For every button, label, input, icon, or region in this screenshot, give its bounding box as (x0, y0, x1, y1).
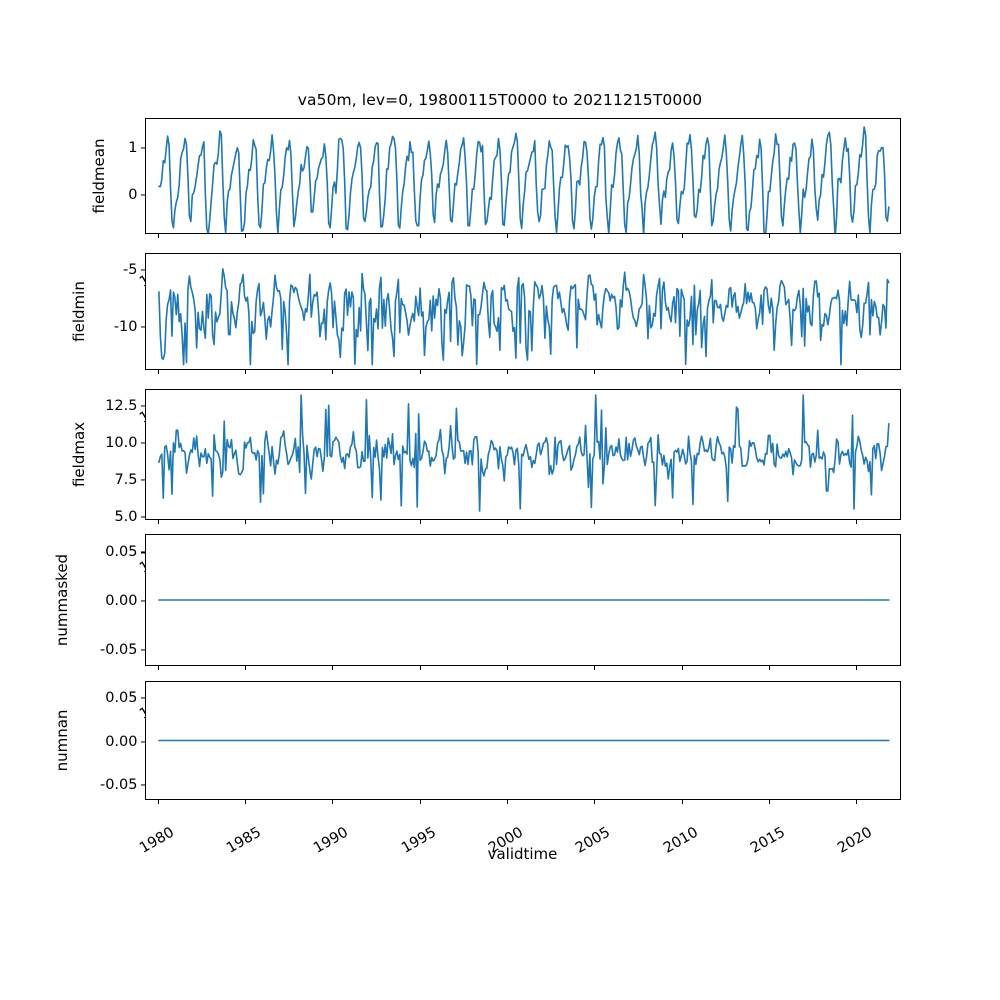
x-tick-mark (245, 519, 247, 524)
y-tick-mark (141, 326, 146, 328)
plot-line-nummasked (146, 535, 900, 665)
y-tick-label-fieldmean: 0 (128, 187, 138, 204)
x-tick-mark (594, 799, 596, 804)
y-axis-label-fieldmin: fieldmin (70, 281, 88, 342)
x-tick-mark (506, 369, 508, 374)
x-tick-mark (157, 665, 159, 670)
plot-line-numnan (146, 682, 900, 799)
x-tick-mark (245, 799, 247, 804)
y-axis-label-numnan: numnan (53, 709, 71, 772)
y-tick-label-numnan: 0.00 (105, 733, 138, 750)
x-tick-mark (594, 369, 596, 374)
y-tick-mark (141, 648, 146, 651)
x-tick-mark (506, 233, 508, 238)
x-tick-mark (856, 665, 858, 670)
x-tick-mark (245, 665, 247, 670)
x-tick-mark (332, 369, 334, 374)
x-tick-mark (768, 799, 770, 804)
y-tick-mark (141, 516, 146, 518)
x-axis-label: validtime (487, 845, 558, 863)
x-tick-mark (594, 665, 596, 670)
x-tick-mark (157, 233, 159, 238)
figure-title: va50m, lev=0, 19800115T0000 to 20211215T… (297, 91, 703, 109)
y-tick-label-fieldmax: 7.5 (114, 471, 138, 488)
x-tick-mark (245, 369, 247, 374)
y-tick-mark (141, 405, 146, 407)
y-tick-label-numnan: 0.05 (105, 689, 138, 706)
x-tick-mark (856, 369, 858, 374)
x-tick-mark (419, 233, 421, 238)
x-tick-mark (332, 233, 334, 238)
y-tick-label-fieldmax: 10.0 (105, 434, 138, 451)
x-tick-mark (768, 519, 770, 524)
subplot-fieldmin: -5-1019801985199019952000200520102015202… (114, 253, 901, 427)
y-tick-label-nummasked: -0.05 (99, 641, 138, 658)
x-tick-mark (856, 233, 858, 238)
x-tick-mark (768, 233, 770, 238)
plot-line-fieldmin (146, 254, 900, 369)
y-tick-label-fieldmax: 5.0 (114, 508, 138, 525)
x-tick-mark (681, 519, 683, 524)
y-tick-label-fieldmin: -10 (113, 318, 138, 335)
x-tick-mark (332, 519, 334, 524)
x-tick-mark (768, 665, 770, 670)
x-tick-mark (419, 519, 421, 524)
y-tick-mark (141, 269, 146, 271)
x-tick-mark (594, 519, 596, 524)
x-tick-mark (419, 799, 421, 804)
y-tick-mark (141, 784, 146, 786)
x-tick-mark (157, 799, 159, 804)
y-tick-label-nummasked: 0.05 (105, 544, 138, 561)
plot-line-fieldmean (146, 119, 900, 233)
y-tick-mark (141, 600, 146, 602)
x-tick-mark (856, 519, 858, 524)
x-tick-mark (681, 799, 683, 804)
y-tick-label-fieldmean: 1 (128, 140, 138, 157)
plot-line-fieldmax (146, 390, 900, 519)
y-tick-mark (141, 551, 146, 554)
x-tick-mark (768, 369, 770, 374)
x-tick-mark (157, 519, 159, 524)
x-tick-mark (157, 369, 159, 374)
x-tick-mark (506, 799, 508, 804)
y-tick-mark (141, 442, 146, 444)
subplot-numnan: -0.05 0.00 0.05 1980 1985 1990 1995 2000 2005 201… (100, 681, 901, 857)
x-tick-mark (245, 233, 247, 238)
subplot-fieldmax: 5.07.510.012.519801985199019952000200520… (105, 389, 901, 577)
y-axis-label-fieldmean: fieldmean (90, 138, 108, 214)
y-tick-label-fieldmin: -5 (123, 261, 138, 278)
subplot-nummasked: -0.050.000.05198019851990199520002005201… (100, 534, 901, 723)
x-tick-mark (681, 369, 683, 374)
y-tick-mark (141, 697, 146, 699)
y-tick-label-numnan: -0.05 (99, 777, 138, 794)
x-tick-mark (856, 799, 858, 804)
x-tick-mark (506, 519, 508, 524)
x-tick-mark (332, 665, 334, 670)
x-tick-mark (419, 369, 421, 374)
y-tick-mark (141, 147, 146, 149)
y-tick-mark (141, 194, 146, 196)
x-tick-mark (332, 799, 334, 804)
y-tick-label-nummasked: 0.00 (105, 593, 138, 609)
x-tick-mark (681, 665, 683, 670)
x-tick-mark (506, 665, 508, 670)
y-axis-label-fieldmax: fieldmax (70, 421, 88, 488)
subplot-fieldmean: 01198019851990199520002005201020152020 (128, 118, 901, 291)
x-tick-mark (681, 233, 683, 238)
x-tick-mark (419, 665, 421, 670)
y-axis-label-nummasked: nummasked (53, 553, 71, 647)
y-tick-mark (141, 479, 146, 481)
y-tick-mark (141, 740, 146, 743)
y-tick-label-fieldmax: 12.5 (105, 398, 138, 415)
x-tick-mark (594, 233, 596, 238)
